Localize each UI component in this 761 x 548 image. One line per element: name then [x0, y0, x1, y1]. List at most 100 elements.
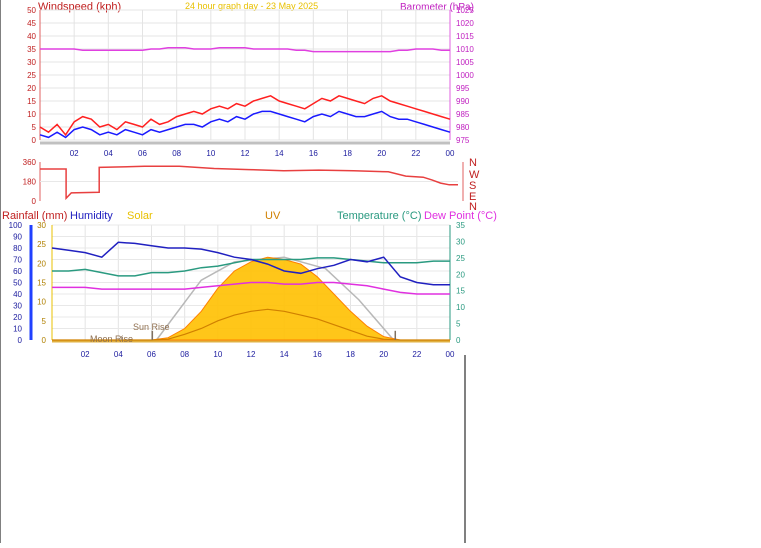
- wind-x-tick: 16: [309, 149, 318, 158]
- temperature-y-tick: 25: [456, 254, 465, 263]
- compass-w: W: [469, 169, 480, 181]
- main-x-tick: 12: [247, 350, 256, 359]
- humidity-y-tick: 20: [13, 313, 22, 322]
- temperature-y-tick: 30: [456, 237, 465, 246]
- wind-gust-line: [39, 94, 451, 137]
- main-x-tick: 14: [280, 350, 289, 359]
- legend-temperature: Temperature (°C): [337, 210, 421, 222]
- humidity-y-tick: 60: [13, 267, 22, 276]
- wind-x-tick: 04: [104, 149, 113, 158]
- solar-area: [52, 256, 450, 341]
- wind-y-tick: 40: [27, 32, 36, 41]
- humidity-line: [51, 241, 450, 286]
- chart-layer: 0510152025303540455097598098599099510001…: [9, 6, 475, 359]
- temperature-y-tick: 20: [456, 270, 465, 279]
- uv-y-tick: 10: [37, 298, 46, 307]
- main-x-tick: 10: [213, 350, 222, 359]
- humidity-y-tick: 40: [13, 290, 22, 299]
- barometer-y-tick: 1000: [456, 71, 474, 80]
- wind-x-tick: 14: [275, 149, 284, 158]
- wind-y-tick: 5: [32, 123, 37, 132]
- barometer-y-tick: 975: [456, 136, 470, 145]
- wind-y-tick: 15: [27, 97, 36, 106]
- legend-dew-point: Dew Point (°C): [424, 210, 497, 222]
- barometer-line: [40, 46, 450, 53]
- wind-direction-line: [40, 165, 458, 201]
- legend-rainfall: Rainfall (mm): [2, 210, 67, 222]
- wind-x-tick: 02: [70, 149, 79, 158]
- temperature-y-tick: 0: [456, 336, 461, 345]
- main-x-tick: 00: [446, 350, 455, 359]
- barometer-y-tick: 1015: [456, 32, 474, 41]
- uv-y-tick: 5: [42, 317, 47, 326]
- wind-y-tick: 0: [32, 136, 37, 145]
- wind-y-tick: 50: [27, 6, 36, 15]
- barometer-y-tick: 985: [456, 110, 470, 119]
- wind-x-tick: 08: [172, 149, 181, 158]
- wind-x-tick: 10: [206, 149, 215, 158]
- wind-y-tick: 30: [27, 58, 36, 67]
- temperature-y-tick: 10: [456, 303, 465, 312]
- chart-title: 24 hour graph day - 23 May 2025: [185, 1, 318, 11]
- barometer-y-tick: 1025: [456, 6, 474, 15]
- uv-y-tick: 25: [37, 240, 46, 249]
- main-x-tick: 20: [379, 350, 388, 359]
- legend-uv: UV: [265, 210, 281, 222]
- theoretical-solar-line: [155, 256, 395, 341]
- legend-solar: Solar: [127, 210, 153, 222]
- wind-x-tick: 00: [446, 149, 455, 158]
- direction-y-tick: 180: [23, 178, 37, 187]
- main-x-tick: 16: [313, 350, 322, 359]
- barometer-y-tick: 980: [456, 123, 470, 132]
- main-x-tick: 22: [412, 350, 421, 359]
- wind-y-tick: 25: [27, 71, 36, 80]
- direction-y-tick: 0: [32, 197, 37, 206]
- uv-y-tick: 20: [37, 259, 46, 268]
- uv-y-tick: 30: [37, 221, 46, 230]
- compass-n-bottom: N: [469, 201, 477, 213]
- wind-average-line: [39, 110, 451, 139]
- barometer-title: Barometer (hPa): [400, 2, 474, 13]
- barometer-y-tick: 995: [456, 84, 470, 93]
- barometer-y-tick: 1010: [456, 45, 474, 54]
- temperature-y-tick: 15: [456, 287, 465, 296]
- main-x-tick: 06: [147, 350, 156, 359]
- barometer-y-tick: 990: [456, 97, 470, 106]
- compass-e: E: [469, 191, 476, 203]
- barometer-y-tick: 1005: [456, 58, 474, 67]
- barometer-y-tick: 1020: [456, 19, 474, 28]
- wind-x-tick: 22: [411, 149, 420, 158]
- humidity-y-tick: 10: [13, 325, 22, 334]
- wind-y-tick: 45: [27, 19, 36, 28]
- main-x-tick: 02: [81, 350, 90, 359]
- uv-line: [52, 308, 450, 341]
- main-x-tick: 18: [346, 350, 355, 359]
- main-x-tick: 08: [180, 350, 189, 359]
- humidity-y-tick: 90: [13, 233, 22, 242]
- humidity-y-tick: 100: [9, 221, 23, 230]
- wind-x-tick: 20: [377, 149, 386, 158]
- direction-y-tick: 360: [23, 158, 37, 167]
- wind-y-tick: 35: [27, 45, 36, 54]
- wind-x-tick: 12: [241, 149, 250, 158]
- sun-rise-label: Sun Rise: [133, 322, 170, 332]
- temperature-y-tick: 35: [456, 221, 465, 230]
- wind-x-tick: 18: [343, 149, 352, 158]
- wind-x-tick: 06: [138, 149, 147, 158]
- humidity-y-tick: 0: [18, 336, 23, 345]
- dew-point-line: [52, 281, 450, 295]
- temperature-y-tick: 5: [456, 320, 461, 329]
- humidity-y-tick: 70: [13, 256, 22, 265]
- compass-n-top: N: [469, 157, 477, 169]
- humidity-y-tick: 50: [13, 279, 22, 288]
- wind-y-tick: 20: [27, 84, 36, 93]
- main-x-tick: 04: [114, 350, 123, 359]
- humidity-y-tick: 30: [13, 302, 22, 311]
- moon-rise-label: Moon Rise: [90, 334, 133, 344]
- legend-humidity: Humidity: [70, 210, 113, 222]
- compass-s: S: [469, 180, 476, 192]
- wind-y-tick: 10: [27, 110, 36, 119]
- uv-y-tick: 15: [37, 279, 46, 288]
